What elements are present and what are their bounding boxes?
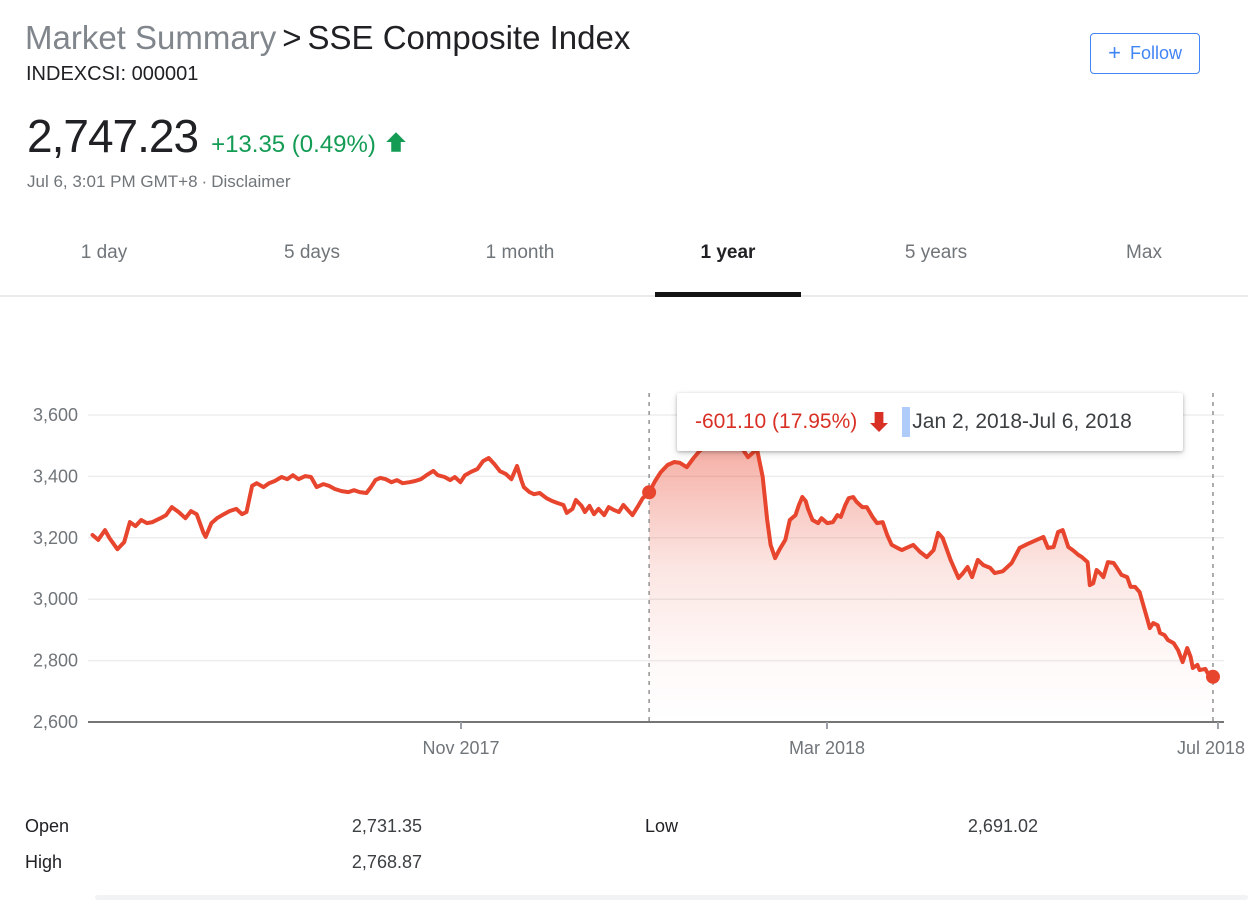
tab-1-year[interactable]: 1 year <box>624 224 832 295</box>
svg-text:3,000: 3,000 <box>33 589 78 609</box>
range-tabs: 1 day 5 days 1 month 1 year 5 years Max <box>0 224 1248 297</box>
svg-text:3,600: 3,600 <box>33 405 78 425</box>
follow-button-label: Follow <box>1129 43 1182 63</box>
stat-label: High <box>25 851 63 872</box>
tooltip-change-text: -601.10 (17.95%) <box>695 410 858 433</box>
up-arrow-icon <box>383 129 409 162</box>
bottom-divider <box>95 895 1248 900</box>
stat-value: 2,768.87 <box>351 851 422 872</box>
stat-value: 2,731.35 <box>351 815 422 836</box>
price-change: +13.35 (0.49%) <box>211 126 409 159</box>
svg-text:Jul 2018: Jul 2018 <box>1177 738 1245 758</box>
disclaimer-link[interactable]: Disclaimer <box>211 172 291 191</box>
quote-timestamp-row: Jul 6, 3:01 PM GMT+8 · Disclaimer <box>27 172 1248 192</box>
tab-max[interactable]: Max <box>1126 242 1162 263</box>
breadcrumb-separator: > <box>282 19 302 56</box>
selection-caret <box>902 407 911 437</box>
stat-value: 2,691.02 <box>967 815 1038 836</box>
svg-text:Mar 2018: Mar 2018 <box>789 738 865 758</box>
breadcrumb-market-summary[interactable]: Market Summary <box>25 19 277 56</box>
svg-text:3,200: 3,200 <box>33 528 78 548</box>
stat-label: Low <box>645 815 679 836</box>
svg-text:3,400: 3,400 <box>33 466 78 486</box>
stat-row-low: Low 2,691.02 <box>645 808 1038 844</box>
tab-1-month[interactable]: 1 month <box>485 242 555 263</box>
svg-text:Nov 2017: Nov 2017 <box>422 738 499 758</box>
breadcrumb: Market Summary > SSE Composite Index <box>25 18 1248 58</box>
stat-row-open: Open 2,731.35 <box>25 808 422 844</box>
stats-left-column: Open 2,731.35 High 2,768.87 <box>25 808 422 880</box>
down-arrow-icon <box>867 410 891 439</box>
page-title: SSE Composite Index <box>307 19 631 56</box>
follow-button[interactable]: + Follow <box>1090 33 1200 74</box>
ticker-symbol: INDEXCSI: 000001 <box>26 63 199 85</box>
tooltip-date-range: Jan 2, 2018-Jul 6, 2018 <box>912 410 1132 433</box>
price-chart[interactable]: 3,600 3,400 3,200 3,000 2,800 2,600 Nov 2017 Ma… <box>0 330 1248 800</box>
stats-right-column: Low 2,691.02 <box>645 808 1038 844</box>
tab-1-day[interactable]: 1 day <box>80 242 128 263</box>
range-change-tooltip: -601.10 (17.95%) Jan 2, 2018-Jul 6, 2018 <box>677 393 1183 451</box>
chart-area: 3,600 3,400 3,200 3,000 2,800 2,600 Nov 2017 Ma… <box>0 330 1248 800</box>
stat-row-high: High 2,768.87 <box>25 844 422 880</box>
svg-text:2,600: 2,600 <box>33 712 78 732</box>
current-price: 2,747.23 <box>27 110 199 162</box>
svg-text:2,800: 2,800 <box>33 651 78 671</box>
stat-label: Open <box>25 815 70 836</box>
dot-separator: · <box>201 172 208 191</box>
quote-row: 2,747.23 +13.35 (0.49%) <box>27 109 1248 163</box>
plus-icon: + <box>1108 39 1121 65</box>
tab-5-days[interactable]: 5 days <box>284 242 340 263</box>
quote-timestamp: Jul 6, 3:01 PM GMT+8 <box>27 172 198 191</box>
tab-5-years[interactable]: 5 years <box>904 242 968 263</box>
